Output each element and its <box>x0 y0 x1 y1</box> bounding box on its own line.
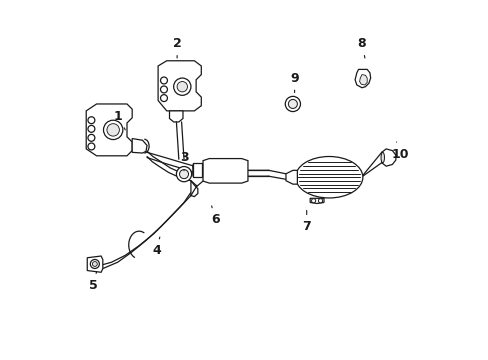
Text: 4: 4 <box>152 237 161 257</box>
Text: 2: 2 <box>172 37 181 58</box>
Ellipse shape <box>380 152 384 163</box>
Polygon shape <box>203 158 247 183</box>
Circle shape <box>88 117 95 124</box>
Circle shape <box>107 124 119 136</box>
Polygon shape <box>359 75 366 85</box>
Polygon shape <box>190 181 198 197</box>
Text: 10: 10 <box>390 142 408 161</box>
Polygon shape <box>193 163 202 177</box>
Circle shape <box>88 125 95 132</box>
Circle shape <box>160 77 167 84</box>
Circle shape <box>103 120 122 140</box>
Circle shape <box>160 95 167 102</box>
Circle shape <box>177 81 187 92</box>
Text: 5: 5 <box>88 271 97 292</box>
Polygon shape <box>87 256 102 272</box>
Polygon shape <box>354 69 370 88</box>
Text: 9: 9 <box>290 72 298 93</box>
Circle shape <box>92 262 97 266</box>
Circle shape <box>318 199 322 203</box>
Ellipse shape <box>295 157 362 198</box>
Circle shape <box>88 134 95 141</box>
Polygon shape <box>86 104 132 156</box>
Polygon shape <box>381 149 395 166</box>
Circle shape <box>88 143 95 150</box>
Circle shape <box>179 170 188 179</box>
Text: 3: 3 <box>180 151 188 171</box>
Text: 1: 1 <box>114 109 125 130</box>
Polygon shape <box>169 111 183 122</box>
Circle shape <box>176 167 191 182</box>
Circle shape <box>160 86 167 93</box>
Text: 6: 6 <box>210 206 219 226</box>
Polygon shape <box>285 170 297 184</box>
Circle shape <box>285 96 300 112</box>
Circle shape <box>173 78 190 95</box>
Circle shape <box>288 99 297 108</box>
Circle shape <box>90 260 99 269</box>
Polygon shape <box>158 61 201 111</box>
Polygon shape <box>309 198 324 203</box>
Text: 7: 7 <box>302 211 310 233</box>
Polygon shape <box>132 139 147 153</box>
Text: 8: 8 <box>357 37 366 58</box>
Circle shape <box>311 199 315 203</box>
